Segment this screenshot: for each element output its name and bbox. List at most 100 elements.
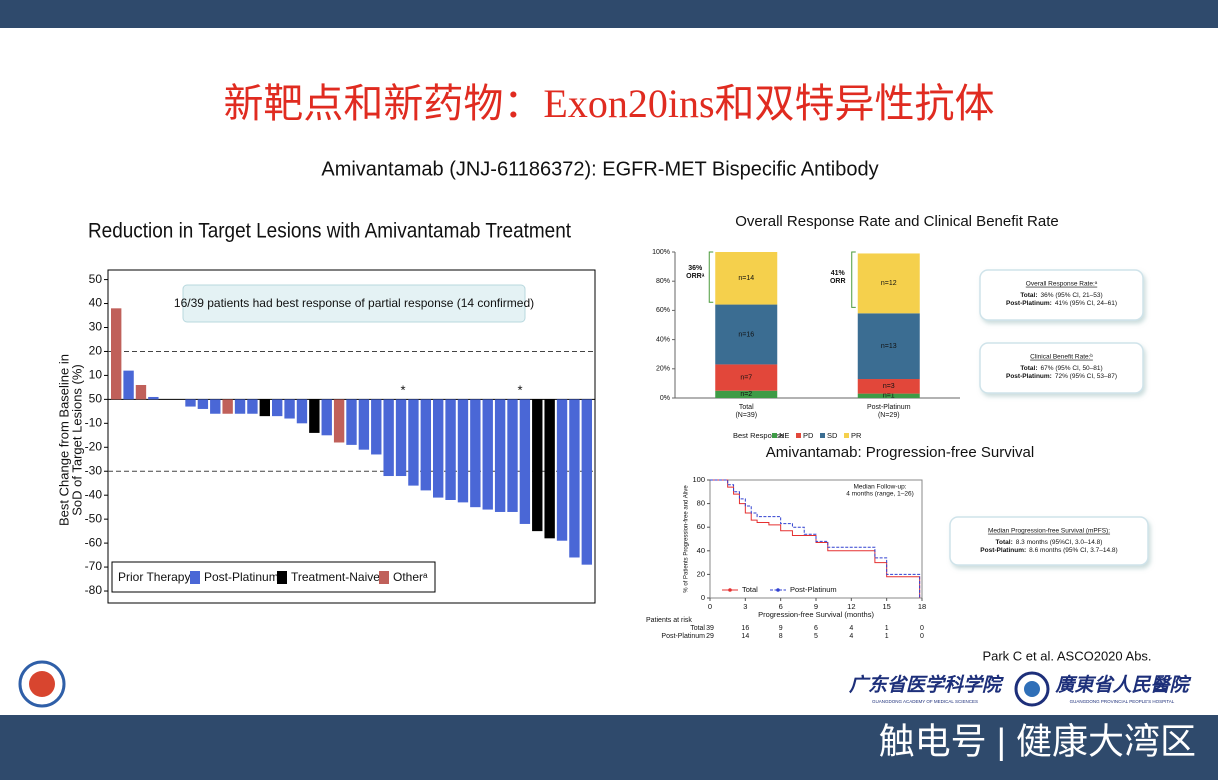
x-tick-label: 6 — [779, 602, 783, 611]
bar-segment — [715, 252, 778, 305]
info-line-label: Total: — [996, 539, 1013, 546]
y-tick-label: 50 — [89, 272, 103, 286]
segment-label: n=14 — [738, 275, 754, 282]
bar — [371, 399, 382, 455]
legend-marker — [776, 588, 780, 592]
plot-frame — [107, 269, 596, 604]
annotation: 16/39 patients had best response of part… — [174, 296, 534, 310]
legend-title: Best Response — [733, 431, 784, 440]
info-line-label: Post-Platinum: — [1006, 373, 1052, 380]
y-tick-label: 50 — [89, 392, 103, 406]
marker-label: * — [517, 382, 522, 397]
y-tick-label: 20 — [89, 344, 103, 358]
bar — [532, 399, 543, 532]
info-box-line: Total: 8.3 months (95%CI, 3.0–14.8) — [996, 539, 1103, 546]
at-risk-count: 0 — [920, 633, 924, 640]
y-tick-label: -60 — [85, 535, 103, 549]
bar — [433, 399, 444, 498]
hospital-logo-core — [1024, 681, 1040, 697]
at-risk-count: 9 — [779, 625, 783, 632]
at-risk-count: 29 — [706, 633, 714, 640]
top-band — [0, 0, 1218, 28]
bar-segment — [857, 379, 920, 394]
info-box-title: Clinical Benefit Rate:ᵇ — [1030, 354, 1093, 361]
legend-label: Total — [742, 585, 758, 594]
legend-swatch — [796, 433, 801, 438]
bar — [408, 399, 419, 486]
at-risk-count: 6 — [814, 625, 818, 632]
y-tick-label: 40 — [89, 296, 103, 310]
y-axis-label: Best Change from Baseline in — [56, 354, 71, 526]
bar — [507, 399, 518, 512]
y-tick-label: 100 — [692, 475, 705, 484]
bar — [234, 399, 246, 414]
info-line-text: 8.3 months (95%CI, 3.0–14.8) — [1016, 539, 1103, 546]
legend-label: Post-Platinum — [790, 585, 837, 594]
bar — [445, 399, 456, 500]
institution-name: 廣東省人民醫院 — [1054, 674, 1191, 696]
info-line-text: 36% (95% CI, 21–53) — [1041, 292, 1103, 299]
y-tick-label: 0% — [660, 395, 670, 402]
slide-subtitle: Amivantamab (JNJ-61186372): EGFR-MET Bis… — [321, 158, 878, 180]
info-line-label: Total: — [1020, 365, 1037, 372]
y-tick-label: 80 — [697, 499, 705, 508]
x-tick-sublabel: (N=39) — [735, 412, 757, 419]
bar-segment — [715, 364, 778, 391]
bar — [309, 399, 320, 433]
legend-label: PR — [851, 431, 862, 440]
bar — [135, 384, 147, 400]
bar — [111, 308, 122, 400]
y-tick-label: -10 — [85, 415, 103, 429]
survival-line — [710, 479, 921, 598]
bar — [383, 399, 394, 477]
bar — [358, 399, 370, 450]
info-box — [949, 516, 1149, 566]
bar — [148, 396, 159, 400]
x-tick-sublabel: (N=29) — [878, 412, 900, 419]
bar — [210, 399, 221, 414]
bar — [123, 370, 134, 400]
legend-swatch — [820, 433, 825, 438]
legend-title: Prior Therapy: — [118, 570, 194, 584]
y-tick-label: 60% — [656, 307, 670, 314]
info-line-text: 8.6 months (95% CI, 3.7–14.8) — [1029, 547, 1118, 554]
info-box — [979, 342, 1144, 394]
x-tick-label: 12 — [847, 602, 855, 611]
info-line-label: Post-Platinum: — [1006, 300, 1052, 307]
bar — [321, 399, 332, 436]
x-tick-label: 3 — [743, 602, 747, 611]
orr-label: ORRᵃ — [686, 273, 705, 280]
segment-label: n=16 — [738, 331, 754, 338]
bar — [556, 399, 568, 541]
annotation: 4 months (range, 1–26) — [846, 491, 914, 498]
at-risk-count: 0 — [920, 625, 924, 632]
legend-swatch — [379, 571, 389, 584]
info-box-line: Post-Platinum: 72% (95% CI, 53–87) — [1006, 373, 1117, 380]
at-risk-count: 8 — [779, 633, 783, 640]
orr-label: ORR — [830, 278, 846, 285]
legend-label: Treatment-Naive — [291, 570, 380, 584]
annotation: Median Follow-up: — [853, 484, 906, 491]
x-tick-label: 15 — [882, 602, 890, 611]
y-axis-label: SoD of Target Lesions (%) — [69, 364, 84, 516]
slide-title: 新靶点和新药物：Exon20ins和双特异性抗体 — [223, 81, 994, 126]
legend-label: SD — [827, 431, 838, 440]
chart-title: Amivantamab: Progression-free Survival — [766, 444, 1034, 461]
legend-swatch — [772, 433, 777, 438]
orr-bracket — [708, 251, 714, 303]
y-tick-label: 100% — [652, 249, 670, 256]
at-risk-count: 5 — [814, 633, 818, 640]
bar — [247, 399, 258, 414]
chart-title: Overall Response Rate and Clinical Benef… — [735, 213, 1059, 230]
bar — [296, 399, 308, 424]
bar — [420, 399, 431, 491]
at-risk-count: 4 — [849, 625, 853, 632]
y-axis-label: % of Patients Progression-free and Alive — [684, 485, 690, 593]
x-tick-label: 0 — [708, 602, 712, 611]
y-tick-label: -80 — [85, 583, 103, 597]
info-box-title: Median Progression-free Survival (mPFS): — [988, 528, 1110, 535]
at-risk-label: Total — [690, 625, 705, 632]
bar — [581, 399, 592, 565]
